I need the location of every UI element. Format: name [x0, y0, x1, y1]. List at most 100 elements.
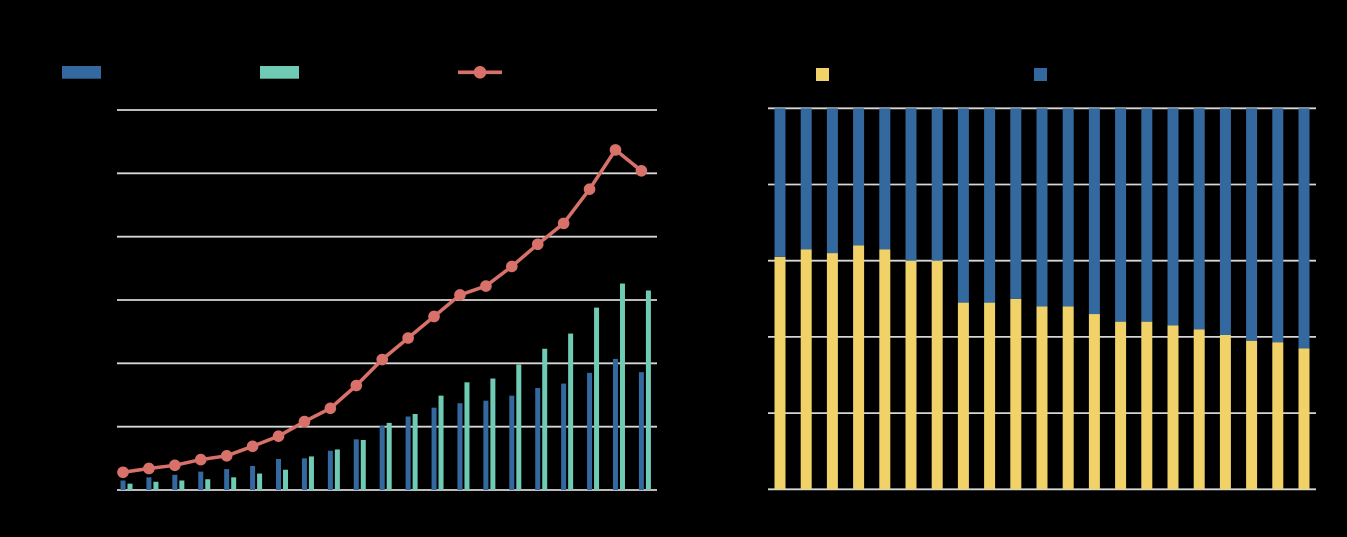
blue-bar: [509, 395, 515, 490]
blue-bar: [198, 471, 204, 490]
yellow-segment: [984, 302, 996, 490]
line-marker: [531, 238, 544, 251]
teal-bar: [334, 449, 340, 490]
yellow-segment: [1115, 321, 1127, 490]
blue-segment: [826, 108, 838, 254]
teal-bar: [360, 439, 366, 490]
legend-swatch: [1034, 68, 1047, 81]
line-marker: [143, 462, 155, 475]
blue-bar: [224, 469, 230, 490]
blue-segment: [984, 108, 996, 303]
teal-bar: [283, 469, 289, 490]
teal-bar: [231, 477, 237, 490]
yellow-segment: [1010, 298, 1022, 490]
blue-segment: [905, 108, 917, 261]
line-marker: [376, 353, 389, 366]
yellow-segment: [1062, 306, 1074, 490]
legend-marker-swatch: [473, 66, 487, 79]
blue-bar: [276, 458, 282, 490]
line-marker: [272, 430, 285, 442]
blue-bar: [146, 477, 152, 490]
yellow-segment: [879, 249, 891, 490]
yellow-segment: [1167, 325, 1179, 490]
line-marker: [609, 144, 622, 156]
yellow-segment: [905, 260, 917, 490]
teal-bar: [516, 364, 522, 490]
teal-bar: [412, 414, 418, 490]
line-marker: [506, 260, 518, 273]
blue-segment: [1219, 108, 1231, 335]
blue-bar: [301, 458, 307, 490]
teal-bar: [308, 456, 314, 490]
blue-bar: [535, 388, 541, 490]
blue-segment: [1088, 108, 1100, 315]
yellow-segment: [1246, 340, 1258, 490]
legend-swatch: [260, 66, 299, 79]
line-marker: [298, 415, 311, 428]
line-marker: [246, 440, 259, 453]
teal-bar: [205, 479, 211, 490]
yellow-segment: [1298, 348, 1310, 490]
blue-bar: [327, 450, 333, 490]
blue-segment: [1272, 108, 1284, 343]
teal-bar: [464, 382, 470, 490]
blue-bar: [457, 403, 463, 490]
blue-bar: [353, 439, 359, 490]
blue-bar: [405, 416, 411, 490]
teal-bar: [645, 290, 651, 490]
line-marker: [635, 165, 648, 177]
yellow-segment: [826, 253, 838, 490]
teal-bar: [179, 480, 185, 490]
line-marker: [402, 332, 414, 344]
blue-segment: [1010, 108, 1022, 299]
yellow-segment: [1193, 329, 1205, 490]
line-marker: [557, 217, 570, 230]
teal-bar: [542, 348, 548, 490]
yellow-segment: [1219, 334, 1231, 490]
line-marker: [583, 183, 596, 195]
blue-segment: [774, 108, 786, 257]
blue-segment: [1246, 108, 1258, 341]
line-marker: [350, 379, 363, 392]
yellow-segment: [853, 245, 865, 490]
teal-bar: [153, 481, 159, 490]
line-marker: [480, 280, 492, 292]
blue-bar: [431, 407, 437, 490]
blue-bar: [250, 465, 256, 490]
blue-segment: [1062, 108, 1074, 307]
blue-bar: [612, 358, 618, 490]
blue-bar: [638, 372, 644, 490]
teal-bar: [386, 422, 392, 490]
yellow-segment: [1272, 342, 1284, 490]
blue-segment: [957, 108, 969, 303]
line-marker: [324, 402, 337, 415]
yellow-segment: [931, 260, 943, 490]
blue-bar: [561, 383, 567, 490]
blue-segment: [879, 108, 891, 250]
teal-bar: [594, 307, 600, 490]
blue-segment: [1167, 108, 1179, 326]
teal-bar: [619, 283, 625, 490]
line-marker: [428, 310, 440, 323]
teal-bar: [127, 483, 133, 490]
teal-bar: [490, 378, 496, 490]
line-marker: [194, 453, 207, 466]
teal-bar: [257, 473, 263, 490]
yellow-segment: [800, 249, 812, 490]
blue-segment: [1141, 108, 1153, 322]
blue-bar: [483, 400, 489, 490]
legend-swatch: [62, 66, 101, 79]
yellow-segment: [957, 302, 969, 490]
blue-segment: [1115, 108, 1127, 322]
yellow-segment: [1088, 314, 1100, 490]
blue-segment: [1193, 108, 1205, 330]
teal-bar: [438, 395, 444, 490]
blue-segment: [931, 108, 943, 261]
blue-segment: [1298, 108, 1310, 349]
teal-bar: [568, 333, 574, 490]
blue-bar: [172, 474, 178, 490]
line-marker: [117, 466, 129, 479]
yellow-segment: [1141, 321, 1153, 490]
